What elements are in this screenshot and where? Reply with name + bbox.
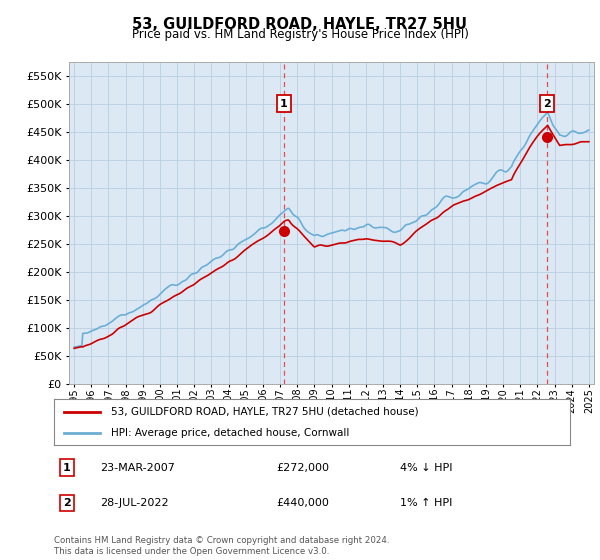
Text: 1: 1 — [63, 463, 71, 473]
Text: Contains HM Land Registry data © Crown copyright and database right 2024.
This d: Contains HM Land Registry data © Crown c… — [54, 536, 389, 556]
Text: 53, GUILDFORD ROAD, HAYLE, TR27 5HU: 53, GUILDFORD ROAD, HAYLE, TR27 5HU — [133, 17, 467, 32]
Text: 1% ↑ HPI: 1% ↑ HPI — [400, 498, 452, 508]
Text: 28-JUL-2022: 28-JUL-2022 — [100, 498, 169, 508]
Text: 1: 1 — [280, 99, 287, 109]
Text: Price paid vs. HM Land Registry's House Price Index (HPI): Price paid vs. HM Land Registry's House … — [131, 28, 469, 41]
Text: 53, GUILDFORD ROAD, HAYLE, TR27 5HU (detached house): 53, GUILDFORD ROAD, HAYLE, TR27 5HU (det… — [111, 407, 418, 417]
Text: 4% ↓ HPI: 4% ↓ HPI — [400, 463, 452, 473]
Text: £440,000: £440,000 — [276, 498, 329, 508]
Text: £272,000: £272,000 — [276, 463, 329, 473]
Text: 2: 2 — [543, 99, 551, 109]
Text: 23-MAR-2007: 23-MAR-2007 — [100, 463, 175, 473]
Text: 2: 2 — [63, 498, 71, 508]
Text: HPI: Average price, detached house, Cornwall: HPI: Average price, detached house, Corn… — [111, 428, 349, 438]
